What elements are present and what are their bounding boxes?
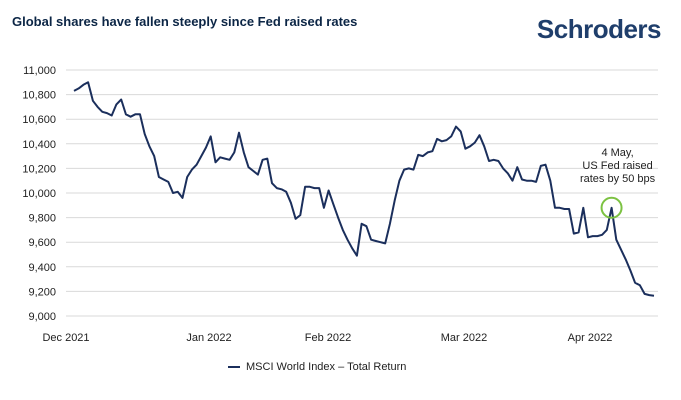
- y-tick-label: 9,200: [28, 286, 56, 298]
- x-axis-ticks: Dec 2021 Jan 2022 Feb 2022 Mar 2022 Apr 2022: [42, 332, 612, 344]
- y-tick-label: 10,000: [22, 188, 56, 200]
- legend-label: MSCI World Index – Total Return: [246, 361, 407, 373]
- schroders-logo: Schroders: [536, 14, 662, 44]
- y-tick-label: 10,400: [22, 139, 56, 151]
- annotation-line: US Fed raised: [582, 160, 652, 172]
- x-tick-label: Jan 2022: [186, 332, 231, 344]
- y-tick-label: 10,200: [22, 163, 56, 175]
- chart-title: Global shares have fallen steeply since …: [12, 14, 358, 29]
- annotation-line: rates by 50 bps: [580, 173, 656, 185]
- x-tick-label: Mar 2022: [441, 332, 487, 344]
- series-line-msci-world: [73, 81, 655, 297]
- fed-hike-marker: [600, 196, 623, 219]
- x-tick-label: Apr 2022: [568, 332, 613, 344]
- y-tick-label: 9,600: [28, 237, 56, 249]
- legend-swatch: [228, 366, 240, 368]
- legend: MSCI World Index – Total Return: [228, 361, 406, 373]
- y-tick-label: 10,800: [22, 90, 56, 102]
- gridlines: [66, 69, 658, 317]
- y-tick-label: 10,600: [22, 114, 56, 126]
- annotation-line: 4 May,: [601, 147, 633, 159]
- x-tick-label: Feb 2022: [305, 332, 351, 344]
- y-axis-ticks: 11,000 10,800 10,600 10,400 10,200 10,000 9,80…: [22, 65, 56, 323]
- y-tick-label: 9,400: [28, 262, 56, 274]
- y-tick-label: 11,000: [23, 65, 56, 77]
- x-tick-label: Dec 2021: [42, 332, 89, 344]
- y-tick-label: 9,800: [28, 213, 56, 225]
- y-tick-label: 9,000: [28, 311, 56, 323]
